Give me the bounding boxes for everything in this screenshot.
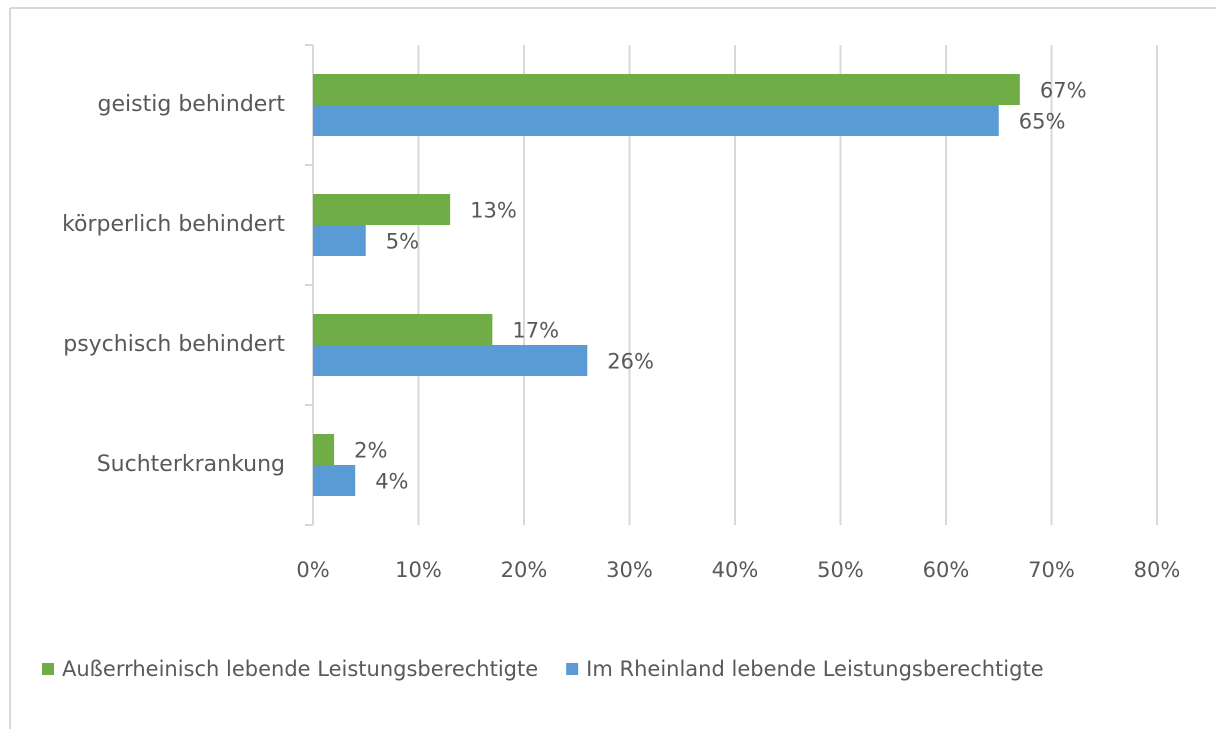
bar [313, 194, 451, 225]
bar [313, 434, 335, 465]
data-label: 26% [607, 350, 654, 374]
x-tick-label: 0% [296, 558, 329, 582]
data-label: 4% [375, 470, 408, 494]
x-tick-label: 80% [1134, 558, 1181, 582]
legend-label: Im Rheinland lebende Leistungsberechtigt… [586, 657, 1043, 681]
bar [313, 314, 493, 345]
x-tick-label: 50% [817, 558, 864, 582]
data-label: 2% [354, 439, 387, 463]
bar [313, 105, 999, 136]
data-label: 5% [386, 230, 419, 254]
data-label: 13% [470, 199, 517, 223]
x-tick-label: 70% [1028, 558, 1075, 582]
legend-swatch [566, 663, 579, 675]
y-tick-label: körperlich behindert [62, 212, 285, 237]
data-label: 67% [1040, 79, 1087, 103]
x-tick-label: 30% [606, 558, 653, 582]
y-tick-label: Suchterkrankung [97, 452, 285, 477]
x-tick-label: 40% [712, 558, 759, 582]
bar [313, 225, 366, 256]
data-label: 65% [1019, 110, 1066, 134]
x-tick-label: 10% [395, 558, 442, 582]
x-tick-label: 20% [501, 558, 548, 582]
y-tick-label: psychisch behindert [63, 332, 285, 357]
data-label: 17% [512, 319, 559, 343]
bar [313, 465, 356, 496]
y-tick-label: geistig behindert [98, 92, 286, 117]
x-tick-label: 60% [923, 558, 970, 582]
bar [313, 345, 588, 376]
bar [313, 74, 1020, 105]
legend-swatch [42, 663, 54, 675]
legend-label: Außerrheinisch lebende Leistungsberechti… [62, 657, 538, 681]
